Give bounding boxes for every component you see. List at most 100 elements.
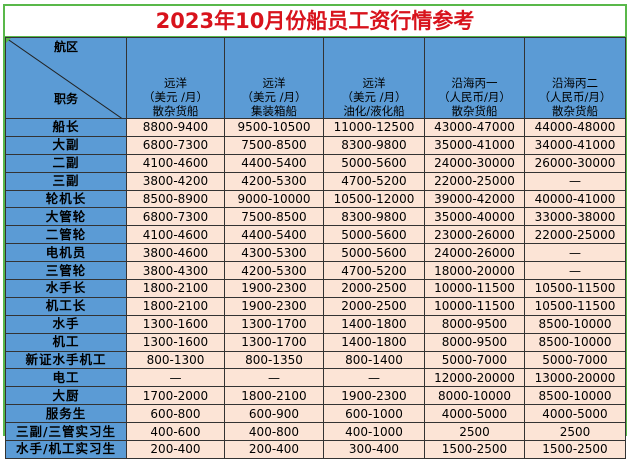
salary-cell: 2500 (424, 422, 525, 442)
salary-table: 航区 职务 远洋 （美元 /月） 散杂货船 远洋 （美元 /月） 集装箱船 远洋… (5, 37, 626, 459)
salary-cell: 400-800 (224, 422, 324, 442)
salary-cell: 8300-9800 (323, 207, 425, 227)
salary-cell: 35000-40000 (424, 207, 525, 227)
salary-cell: 1400-1800 (323, 314, 425, 334)
salary-cell: — (524, 261, 626, 281)
salary-cell: 600-800 (126, 404, 225, 424)
salary-cell: 44000-48000 (524, 118, 626, 137)
position-cell: 二管轮 (5, 225, 127, 245)
page-title: 2023年10月份船员工资行情参考 (5, 6, 625, 37)
salary-cell: 10000-11500 (424, 296, 525, 316)
salary-cell: 8500-10000 (524, 314, 626, 334)
column-header-currency: （美元 /月） (142, 90, 209, 104)
position-cell: 机工长 (5, 296, 127, 316)
table-row: 船长 8800-9400 9500-10500 11000-12500 43000-47… (5, 118, 626, 137)
salary-cell: 7500-8500 (224, 207, 324, 227)
table-row: 大管轮 6800-7300 7500-8500 8300-9800 35000-4000… (5, 207, 626, 227)
salary-cell: 400-600 (126, 422, 225, 442)
table-row: 大厨 1700-2000 1800-2100 1900-2300 8000-10000 8… (5, 386, 626, 406)
table-row: 服务生 600-800 600-900 600-1000 4000-5000 4000-5… (5, 404, 626, 424)
salary-cell: 7500-8500 (224, 135, 324, 155)
position-cell: 三管轮 (5, 261, 127, 281)
salary-cell: 4700-5200 (323, 171, 425, 191)
salary-cell: 39000-42000 (424, 189, 525, 209)
position-cell: 服务生 (5, 404, 127, 424)
position-cell: 大管轮 (5, 207, 127, 227)
salary-cell: 1800-2100 (126, 279, 225, 298)
column-header-currency: （美元 /月） (341, 90, 407, 104)
header-row: 航区 职务 远洋 （美元 /月） 散杂货船 远洋 （美元 /月） 集装箱船 远洋… (5, 37, 626, 119)
table-row: 电机员 3800-4600 4300-5300 5000-5600 24000-2600… (5, 243, 626, 263)
salary-cell: 24000-26000 (424, 243, 525, 263)
column-header-currency: （人民币/月） (438, 90, 511, 104)
table-row: 新证水手机工 800-1300 800-1350 800-1400 5000-7000 5… (5, 350, 626, 370)
salary-cell: 1900-2300 (323, 386, 425, 406)
column-header-region: 远洋 (362, 76, 386, 90)
salary-cell: 13000-20000 (524, 368, 626, 388)
column-header-vessel: 散杂货船 (152, 104, 199, 118)
position-cell: 机工 (5, 332, 127, 352)
salary-cell: 2000-2500 (323, 296, 425, 316)
salary-cell: 1500-2500 (424, 440, 525, 459)
position-cell: 电工 (5, 368, 127, 388)
corner-label-area: 航区 (53, 40, 78, 54)
salary-cell: 10000-11500 (424, 279, 525, 298)
salary-cell: 34000-41000 (524, 135, 626, 155)
table-row: 水手长 1800-2100 1900-2300 2000-2500 10000-1150… (5, 279, 626, 298)
salary-cell: 8000-9500 (424, 332, 525, 352)
salary-cell: 12000-20000 (424, 368, 525, 388)
salary-cell: 43000-47000 (424, 118, 525, 137)
salary-cell: 400-1000 (323, 422, 425, 442)
salary-cell: 4400-5400 (224, 225, 324, 245)
salary-cell: 800-1300 (126, 350, 225, 370)
corner-diagonal-line (6, 38, 122, 118)
salary-cell: 26000-30000 (524, 153, 626, 173)
salary-cell: 1300-1700 (224, 314, 324, 334)
corner-label-position: 职务 (53, 92, 78, 106)
column-header-vessel: 集装箱船 (251, 104, 297, 118)
salary-cell: 8500-10000 (524, 386, 626, 406)
salary-cell: 40000-41000 (524, 189, 626, 209)
position-cell: 大厨 (5, 386, 127, 406)
position-cell: 三副/三管实习生 (5, 422, 127, 442)
salary-cell: 1900-2300 (224, 296, 324, 316)
column-header: 远洋 （美元 /月） 集装箱船 (224, 37, 324, 119)
salary-cell: 10500-11500 (524, 279, 626, 298)
position-cell: 三副 (5, 171, 127, 191)
column-header: 沿海丙二 （人民币/月） 散杂货船 (524, 37, 626, 119)
table-row: 轮机长 8500-8900 9000-10000 10500-12000 39000-4… (5, 189, 626, 209)
column-header: 远洋 （美元 /月） 油化/液化船 (323, 37, 425, 119)
table-row: 二管轮 4100-4600 4400-5400 5000-5600 23000-2600… (5, 225, 626, 245)
salary-cell: 5000-5600 (323, 225, 425, 245)
salary-cell: — (224, 368, 324, 388)
table-row: 水手/机工实习生 200-400 200-400 300-400 1500-2500 15… (5, 440, 626, 459)
salary-cell: 1700-2000 (126, 386, 225, 406)
table-row: 水手 1300-1600 1300-1700 1400-1800 8000-9500 85… (5, 314, 626, 334)
salary-cell: 5000-7000 (524, 350, 626, 370)
table-row: 电工 — — —12000-20000 13000-20000 (5, 368, 626, 388)
salary-cell: 800-1350 (224, 350, 324, 370)
salary-cell: 23000-26000 (424, 225, 525, 245)
salary-cell: — (524, 243, 626, 263)
salary-cell: 200-400 (126, 440, 225, 459)
column-header: 远洋 （美元 /月） 散杂货船 (126, 37, 225, 119)
salary-cell: 1500-2500 (524, 440, 626, 459)
table-row: 大副 6800-7300 7500-8500 8300-9800 35000-41000… (5, 135, 626, 155)
position-cell: 水手 (5, 314, 127, 334)
salary-cell: 5000-7000 (424, 350, 525, 370)
salary-cell: 22000-25000 (524, 225, 626, 245)
salary-cell: 4400-5400 (224, 153, 324, 173)
salary-cell: 9000-10000 (224, 189, 324, 209)
salary-cell: — (126, 368, 225, 388)
column-header-currency: （美元 /月） (241, 90, 307, 104)
column-header-region: 远洋 (164, 76, 187, 90)
column-header-currency: （人民币/月） (538, 90, 612, 104)
salary-cell: 3800-4200 (126, 171, 225, 191)
salary-cell: 10500-11500 (524, 296, 626, 316)
salary-cell: 600-1000 (323, 404, 425, 424)
salary-cell: 4000-5000 (524, 404, 626, 424)
salary-cell: 24000-30000 (424, 153, 525, 173)
column-header-vessel: 散杂货船 (552, 104, 598, 118)
salary-cell: 8500-10000 (524, 332, 626, 352)
salary-cell: — (323, 368, 425, 388)
